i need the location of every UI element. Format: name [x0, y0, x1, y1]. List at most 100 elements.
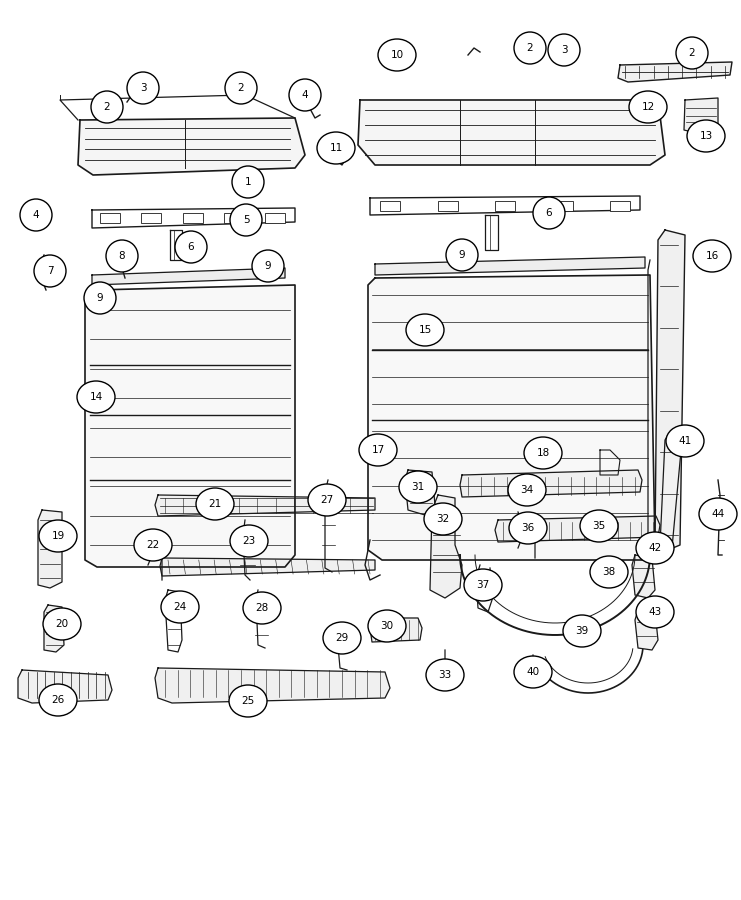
Polygon shape — [370, 618, 422, 642]
Text: 6: 6 — [545, 208, 552, 218]
Ellipse shape — [406, 314, 444, 346]
Text: 39: 39 — [575, 626, 588, 636]
Polygon shape — [632, 555, 655, 598]
Text: 5: 5 — [243, 215, 249, 225]
Polygon shape — [85, 285, 295, 567]
Bar — [224, 213, 244, 223]
Ellipse shape — [464, 569, 502, 601]
Ellipse shape — [127, 72, 159, 104]
Polygon shape — [430, 495, 462, 598]
Text: 4: 4 — [33, 210, 39, 220]
Text: 30: 30 — [380, 621, 393, 631]
Polygon shape — [18, 670, 112, 703]
Polygon shape — [358, 100, 665, 165]
Ellipse shape — [548, 34, 580, 66]
Ellipse shape — [196, 488, 234, 520]
Ellipse shape — [514, 32, 546, 64]
Text: 2: 2 — [104, 102, 110, 112]
Text: 2: 2 — [238, 83, 245, 93]
Text: 15: 15 — [419, 325, 431, 335]
Ellipse shape — [359, 434, 397, 466]
Ellipse shape — [699, 498, 737, 530]
Ellipse shape — [39, 684, 77, 716]
Text: 14: 14 — [90, 392, 102, 402]
Bar — [380, 201, 400, 211]
Polygon shape — [155, 495, 375, 516]
Ellipse shape — [508, 474, 546, 506]
Ellipse shape — [243, 592, 281, 624]
Text: 41: 41 — [678, 436, 691, 446]
Polygon shape — [92, 268, 285, 285]
Ellipse shape — [426, 659, 464, 691]
Ellipse shape — [636, 596, 674, 628]
Ellipse shape — [43, 608, 81, 640]
Polygon shape — [618, 62, 732, 82]
Text: 37: 37 — [476, 580, 490, 590]
Text: 40: 40 — [526, 667, 539, 677]
Bar — [100, 213, 120, 223]
Polygon shape — [405, 470, 435, 515]
Text: 8: 8 — [119, 251, 125, 261]
Text: 42: 42 — [648, 543, 662, 553]
Text: 2: 2 — [527, 43, 534, 53]
Polygon shape — [660, 435, 682, 548]
Text: 38: 38 — [602, 567, 616, 577]
Text: 7: 7 — [47, 266, 53, 276]
Text: 1: 1 — [245, 177, 251, 187]
Ellipse shape — [252, 250, 284, 282]
Text: 11: 11 — [330, 143, 342, 153]
Text: 2: 2 — [688, 48, 695, 58]
Ellipse shape — [91, 91, 123, 123]
Text: 25: 25 — [242, 696, 255, 706]
Text: 16: 16 — [705, 251, 719, 261]
Text: 34: 34 — [520, 485, 534, 495]
Ellipse shape — [378, 39, 416, 71]
Ellipse shape — [533, 197, 565, 229]
Ellipse shape — [687, 120, 725, 152]
Ellipse shape — [399, 471, 437, 503]
Polygon shape — [44, 605, 64, 652]
Ellipse shape — [161, 591, 199, 623]
Text: 36: 36 — [522, 523, 534, 533]
Ellipse shape — [317, 132, 355, 164]
Text: 22: 22 — [147, 540, 159, 550]
Text: 26: 26 — [51, 695, 64, 705]
Text: 10: 10 — [391, 50, 404, 60]
Text: 31: 31 — [411, 482, 425, 492]
Text: 43: 43 — [648, 607, 662, 617]
Text: 35: 35 — [592, 521, 605, 531]
Polygon shape — [368, 275, 655, 560]
Ellipse shape — [666, 425, 704, 457]
Polygon shape — [655, 230, 685, 550]
Ellipse shape — [289, 79, 321, 111]
Ellipse shape — [636, 532, 674, 564]
Bar — [610, 201, 630, 211]
Text: 33: 33 — [439, 670, 451, 680]
Ellipse shape — [629, 91, 667, 123]
Text: 9: 9 — [265, 261, 271, 271]
Polygon shape — [684, 98, 718, 132]
Ellipse shape — [77, 381, 115, 413]
Text: 17: 17 — [371, 445, 385, 455]
Ellipse shape — [308, 484, 346, 516]
Ellipse shape — [84, 282, 116, 314]
Polygon shape — [635, 610, 658, 650]
Ellipse shape — [229, 685, 267, 717]
Polygon shape — [160, 558, 375, 576]
Ellipse shape — [323, 622, 361, 654]
Ellipse shape — [446, 239, 478, 271]
Bar — [265, 213, 285, 223]
Text: 29: 29 — [336, 633, 348, 643]
Ellipse shape — [563, 615, 601, 647]
Text: 4: 4 — [302, 90, 308, 100]
Bar — [495, 201, 515, 211]
Ellipse shape — [509, 512, 547, 544]
Ellipse shape — [34, 255, 66, 287]
Ellipse shape — [225, 72, 257, 104]
Ellipse shape — [232, 166, 264, 198]
Ellipse shape — [693, 240, 731, 272]
Ellipse shape — [676, 37, 708, 69]
Text: 23: 23 — [242, 536, 256, 546]
Ellipse shape — [230, 204, 262, 236]
Ellipse shape — [106, 240, 138, 272]
